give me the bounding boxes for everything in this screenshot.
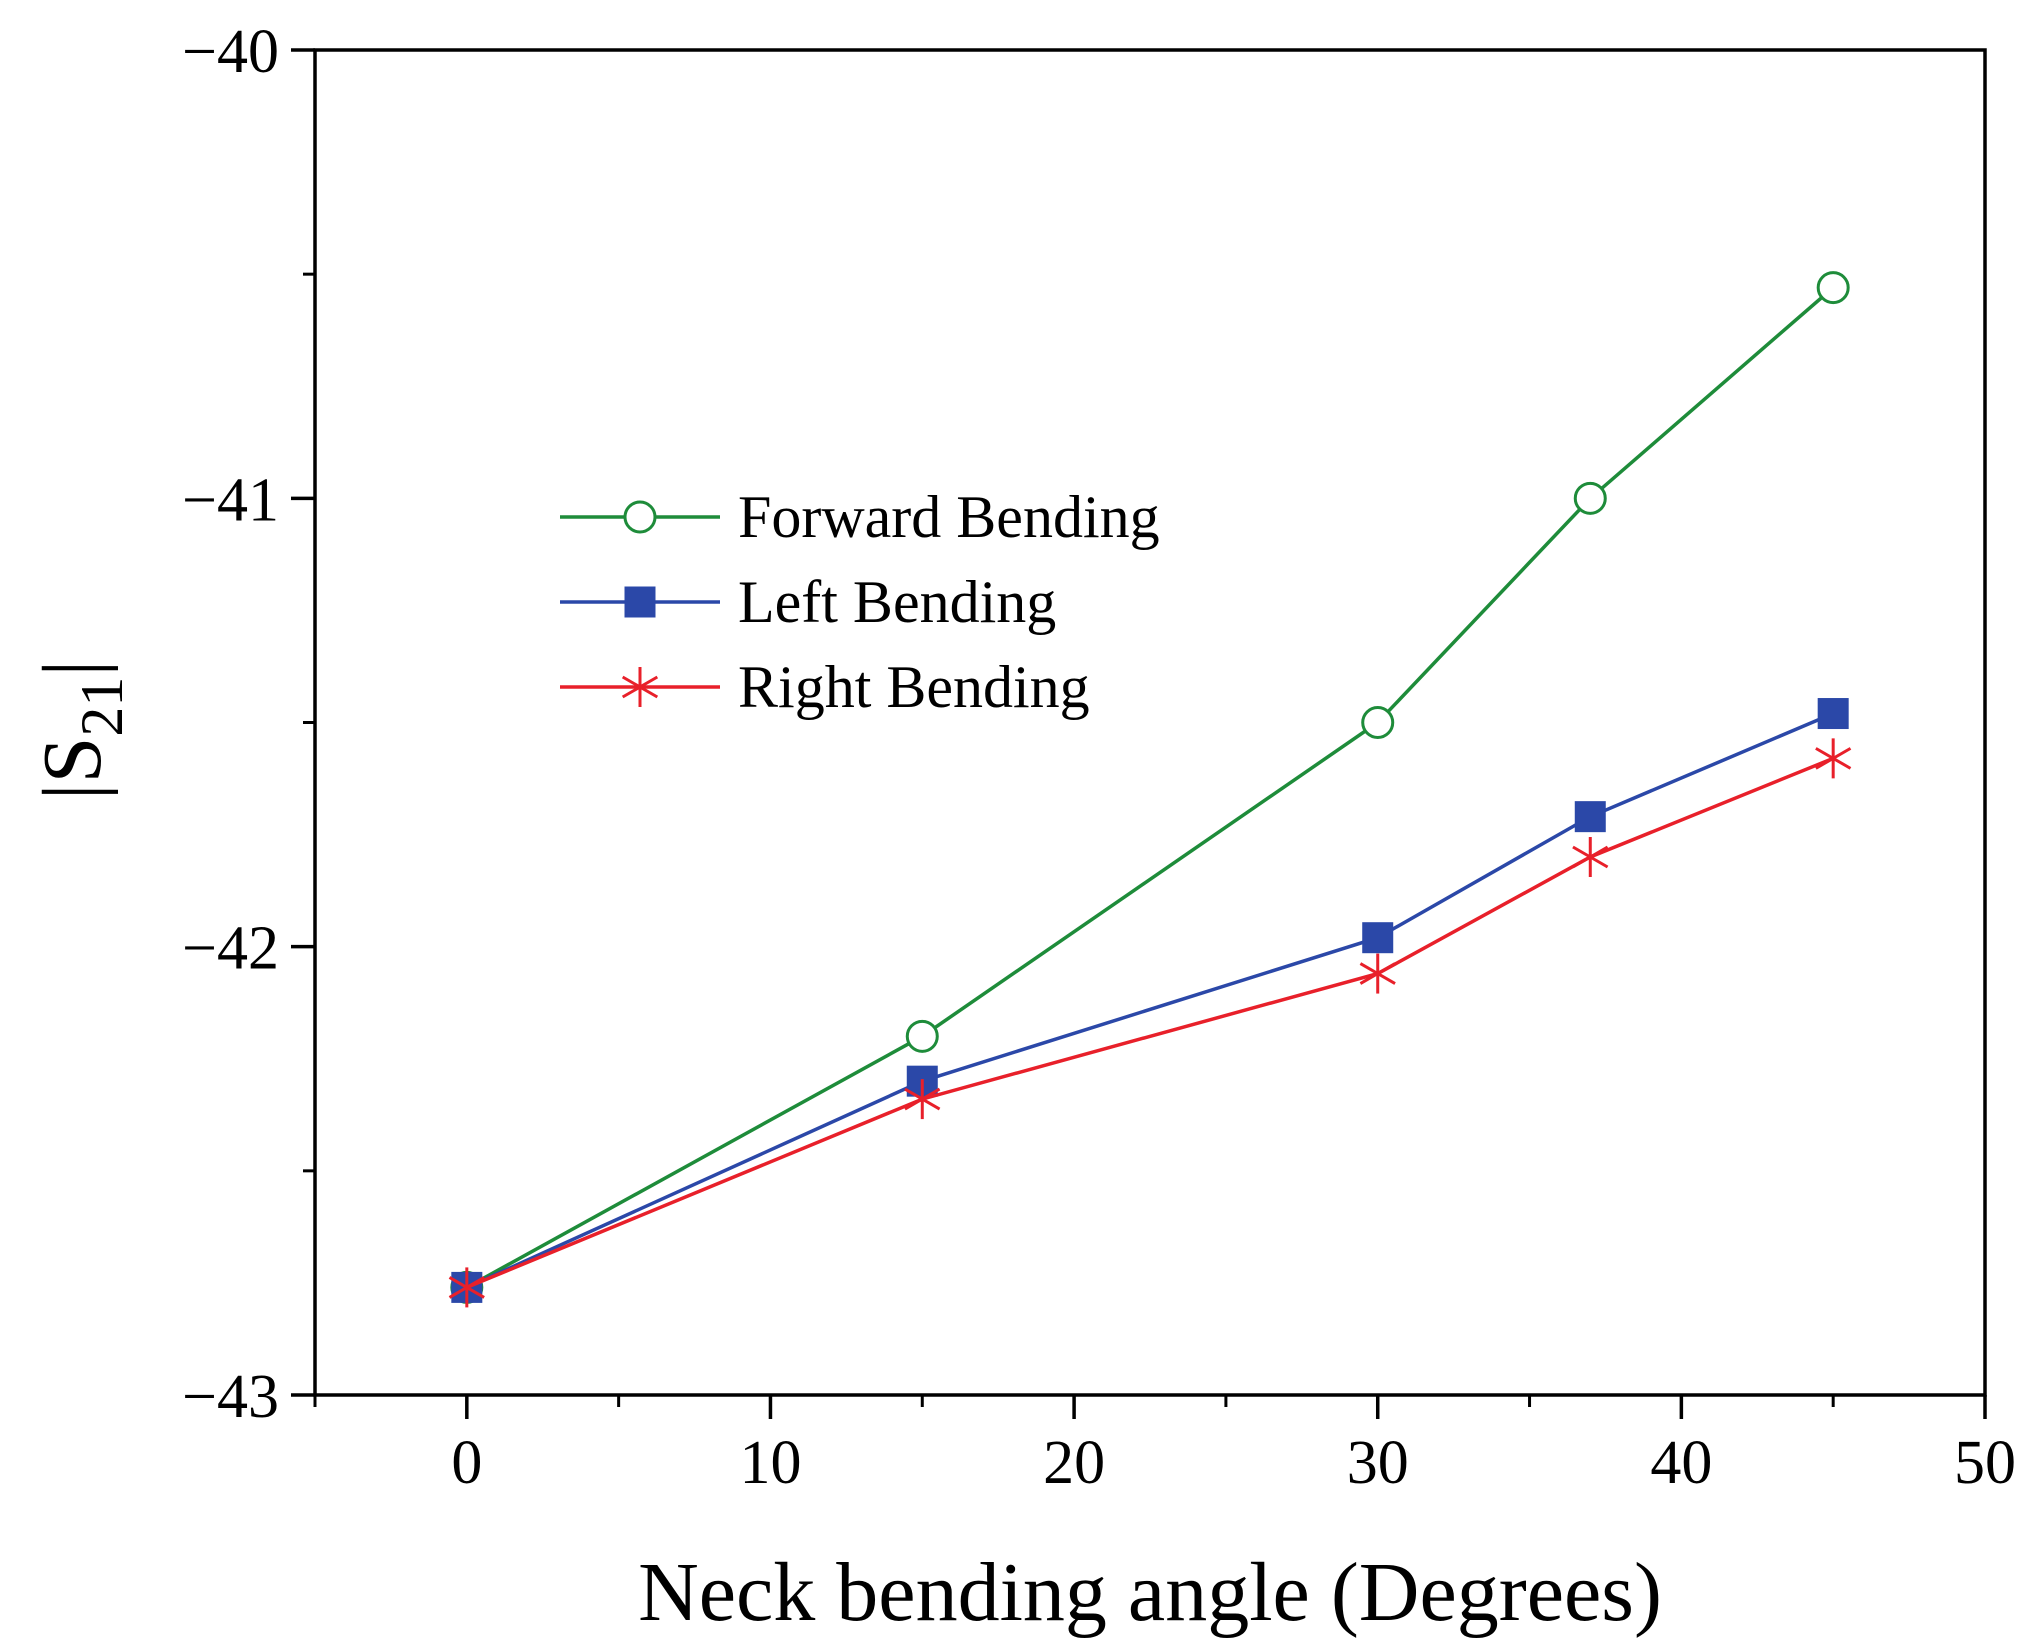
legend-label-right-bending: Right Bending — [738, 654, 1090, 720]
y-axis-title-main: |S — [26, 737, 119, 801]
data-point-left-bending — [1817, 698, 1849, 730]
legend-marker-right-bending — [621, 667, 659, 707]
legend-label-left-bending: Left Bending — [738, 569, 1056, 635]
y-tick-label: −41 — [182, 466, 279, 534]
x-axis-ticks: 0 10 20 30 40 50 — [313, 1395, 2016, 1497]
y-axis-ticks: −43 −42 −41 −40 — [182, 18, 315, 1431]
data-point-right-bending — [1815, 738, 1852, 779]
y-axis-title-close: | — [26, 660, 119, 677]
data-point-right-bending — [448, 1267, 485, 1308]
plot-border — [313, 48, 1987, 1397]
data-point-left-bending — [1574, 801, 1606, 833]
data-point-left-bending — [1362, 922, 1394, 954]
y-tick-label: −43 — [182, 1363, 279, 1431]
y-axis-title: |S21| — [26, 660, 135, 800]
series-line-forward-bending — [465, 286, 1835, 1289]
x-tick-label: 10 — [739, 1429, 801, 1497]
legend-marker-forward-bending — [623, 500, 657, 534]
data-point-right-bending — [1572, 837, 1609, 877]
legend-marker-left-bending — [624, 586, 656, 618]
data-point-forward-bending — [905, 1019, 939, 1053]
x-tick-label: 30 — [1347, 1429, 1409, 1497]
data-point-right-bending — [904, 1079, 941, 1120]
y-tick-label: −42 — [182, 915, 279, 983]
data-point-forward-bending — [1816, 271, 1850, 305]
x-tick-label: 0 — [451, 1429, 482, 1497]
series-line-right-bending — [466, 756, 1834, 1290]
y-tick-label: −40 — [182, 18, 279, 86]
data-point-right-bending — [1359, 953, 1396, 994]
legend-label-forward-bending: Forward Bending — [738, 484, 1160, 550]
plot-frame — [313, 48, 1987, 1397]
legend: Forward Bending Left Bending Right Bending — [560, 484, 1160, 720]
series-layer — [448, 271, 1852, 1308]
x-tick-label: 40 — [1650, 1429, 1712, 1497]
y-axis-title-subscript: 21 — [69, 677, 135, 737]
x-tick-label: 50 — [1954, 1429, 2016, 1497]
x-axis-title: Neck bending angle (Degrees) — [638, 1546, 1662, 1639]
data-point-forward-bending — [1361, 706, 1395, 739]
data-point-forward-bending — [1573, 481, 1607, 515]
x-tick-label: 20 — [1043, 1429, 1105, 1497]
